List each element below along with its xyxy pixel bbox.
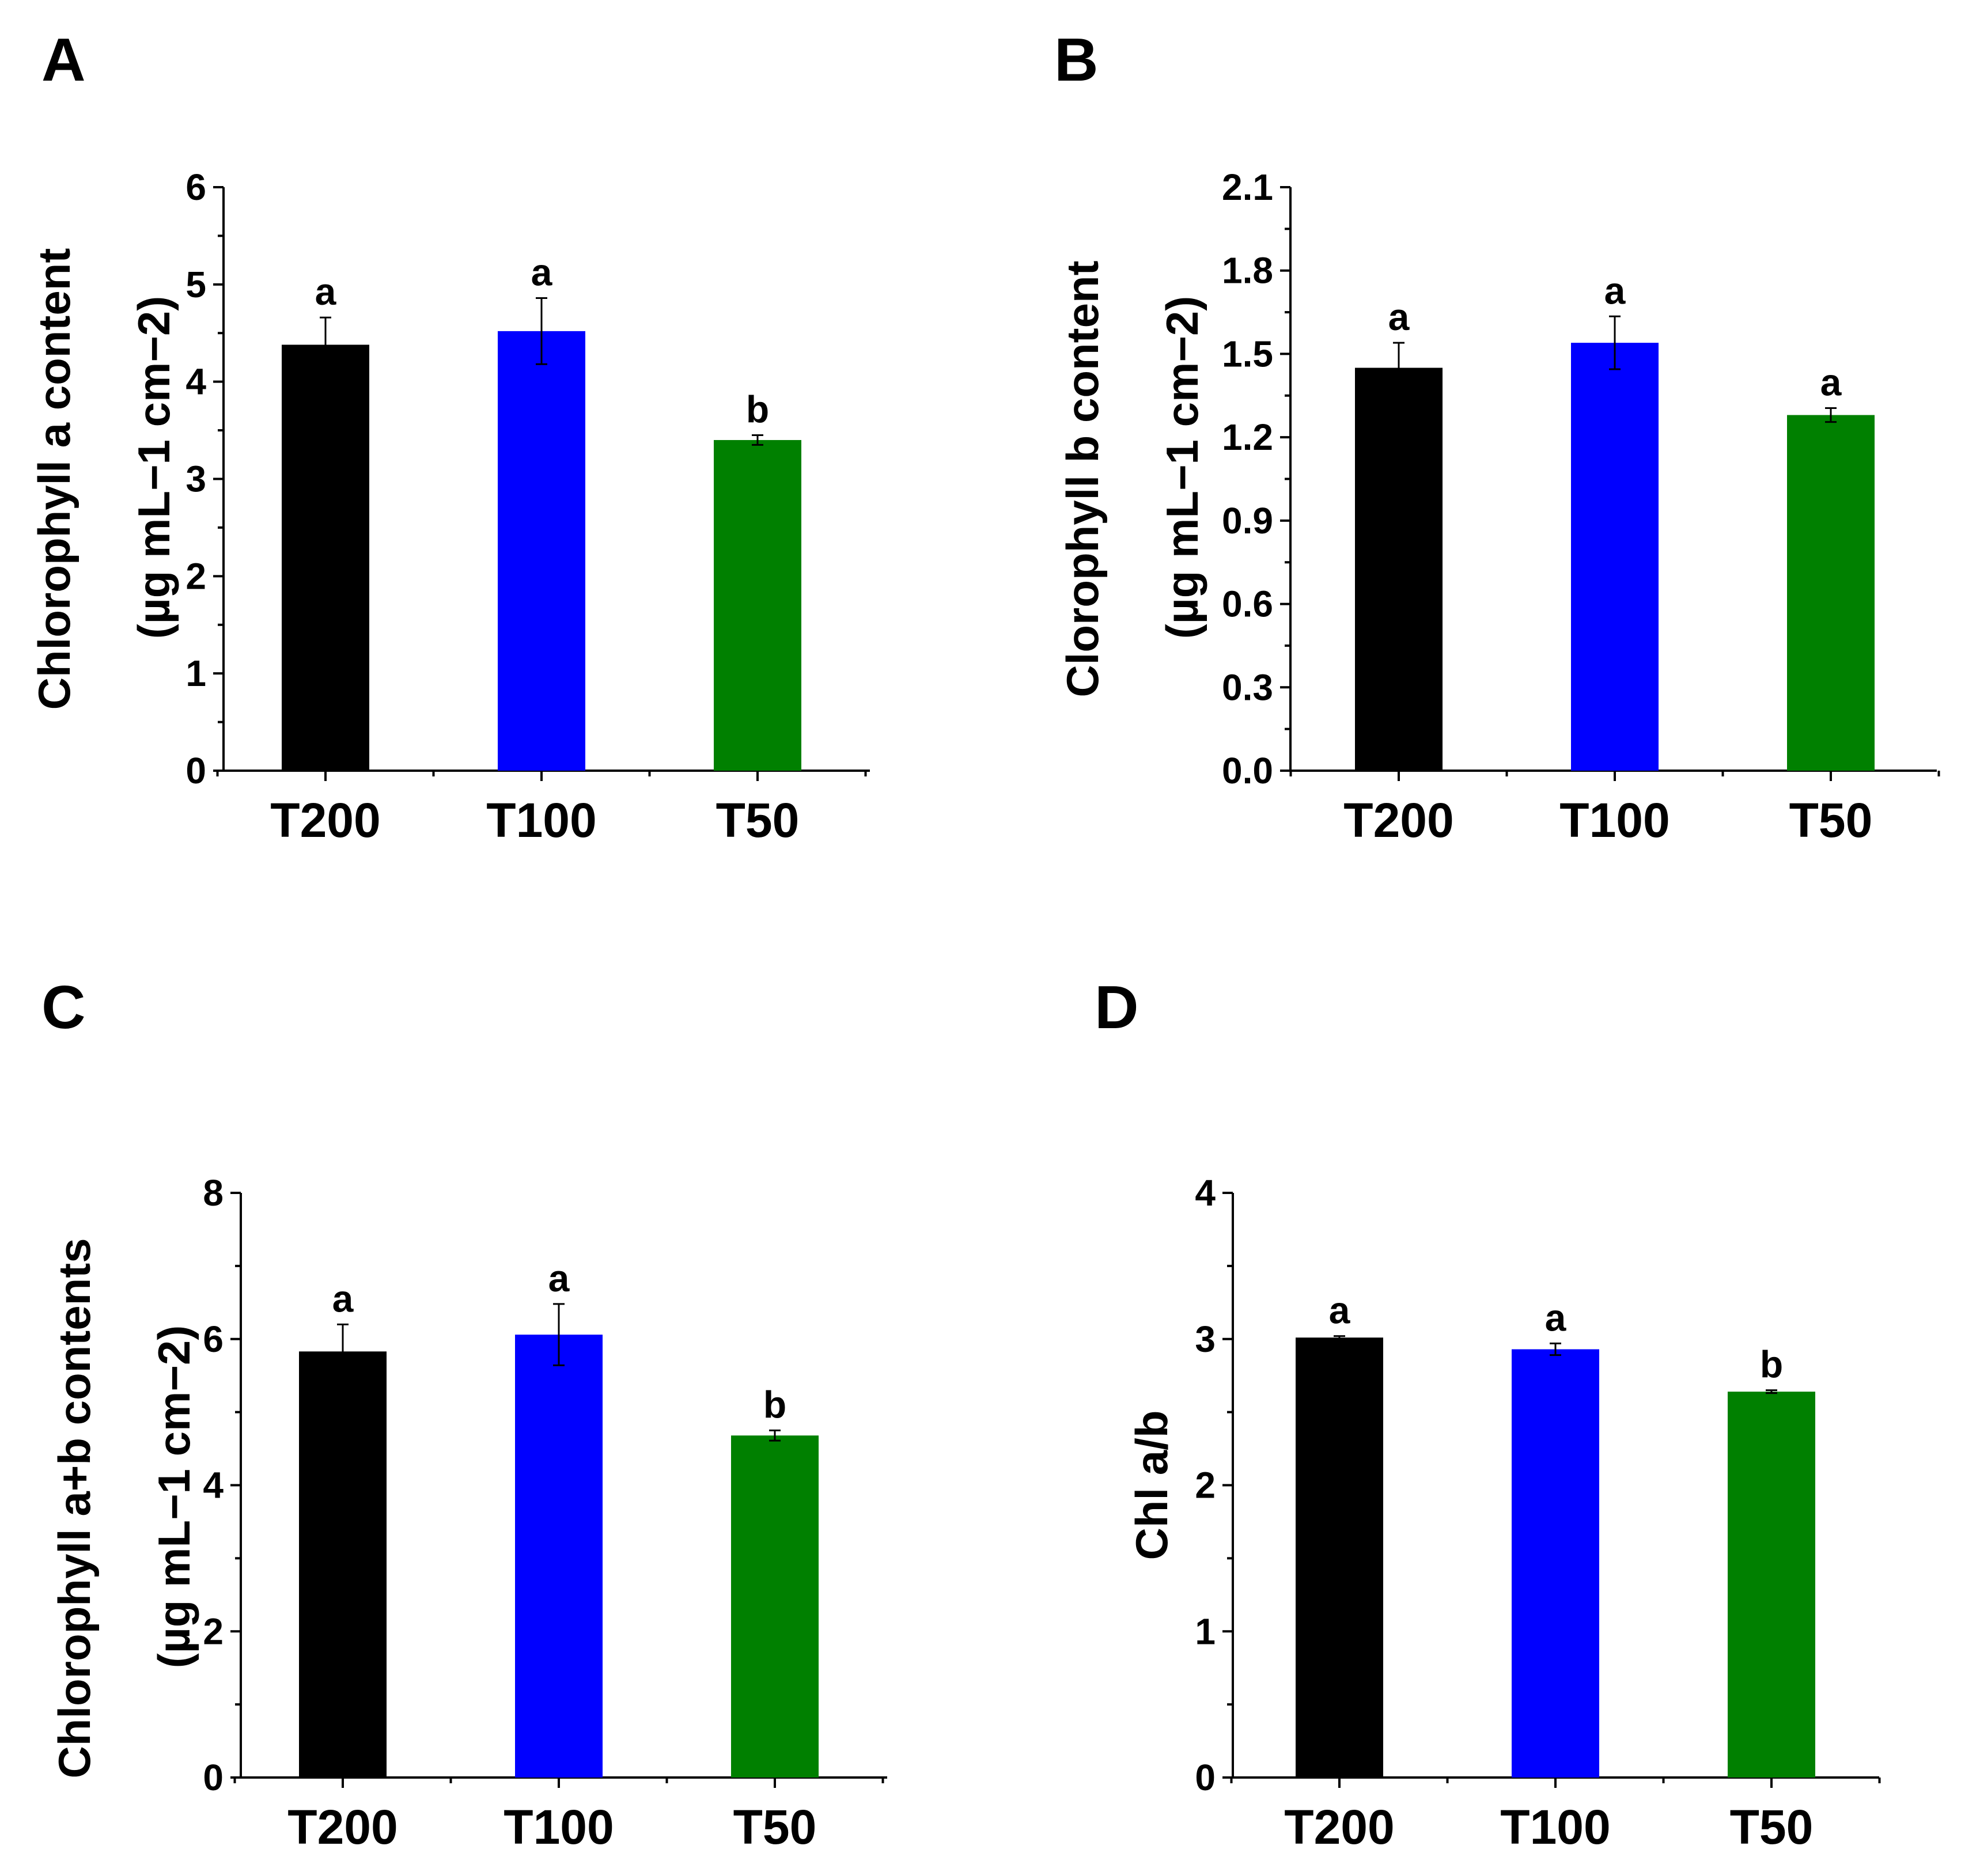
x-tick-label: T100 <box>504 1800 614 1854</box>
bar-t50 <box>731 1435 819 1778</box>
panel-letter: C <box>41 973 86 1041</box>
significance-letter: a <box>1604 269 1626 312</box>
x-tick-label: T200 <box>270 793 380 847</box>
significance-letter: a <box>315 270 337 313</box>
y-axis-unit: (µg mL−1 cm−2) <box>128 296 179 639</box>
y-tick-label: 1 <box>1195 1610 1216 1652</box>
y-axis-unit: (µg mL−1 cm−2) <box>1157 296 1207 639</box>
panel-b: B 0.0 0.3 0.6 0.9 1.2 1.5 1.8 2.1 a T200 a T100 a T50 C… <box>1054 26 1940 847</box>
x-tick-label: T200 <box>287 1800 398 1854</box>
bar-t200 <box>282 344 369 771</box>
significance-letter: b <box>763 1383 786 1426</box>
panel-a: A 0 1 2 3 4 5 6 a T200 a T100 b T50 Chlorophyll a cont… <box>29 26 870 847</box>
significance-letter: a <box>1820 361 1842 403</box>
y-tick-label: 4 <box>203 1465 224 1506</box>
y-tick-label: 1 <box>186 653 206 694</box>
x-tick-label: T200 <box>1284 1800 1394 1854</box>
significance-letter: a <box>548 1257 570 1299</box>
bar-t200 <box>1296 1337 1383 1778</box>
panel-c: C 0 2 4 6 8 a T200 a T100 b T50 Chlorophyll a+b cont… <box>41 973 887 1854</box>
y-tick-label: 6 <box>203 1318 224 1360</box>
y-tick-label: 2 <box>203 1610 224 1652</box>
bar-t100 <box>515 1335 603 1778</box>
y-tick-label: 0.0 <box>1222 750 1273 791</box>
x-tick-label: T100 <box>1500 1800 1610 1854</box>
bar-t100 <box>1571 343 1659 771</box>
y-tick-label: 1.8 <box>1222 250 1273 291</box>
panel-letter: A <box>41 26 86 94</box>
y-axis-title: Chlorophyll a+b contents <box>49 1238 100 1778</box>
bar-t200 <box>299 1351 387 1778</box>
bar-t100 <box>1512 1349 1599 1778</box>
y-tick-label: 0.3 <box>1222 666 1273 708</box>
significance-letter: b <box>746 388 769 431</box>
y-axis-title: Clorophyll b content <box>1057 260 1108 697</box>
bar-t50 <box>1728 1392 1815 1778</box>
y-tick-label: 4 <box>1195 1172 1216 1214</box>
x-tick-label: T50 <box>733 1800 817 1854</box>
x-tick-label: T50 <box>1730 1800 1814 1854</box>
y-tick-label: 2 <box>186 555 206 597</box>
y-tick-label: 1.5 <box>1222 333 1273 374</box>
y-axis-unit: (µg mL−1 cm−2) <box>149 1325 199 1668</box>
panel-d: D 0 1 2 3 4 a T200 a T100 b T50 Chl a/b <box>1095 973 1881 1854</box>
y-tick-label: 0 <box>203 1757 224 1798</box>
y-tick-label: 0 <box>186 750 206 791</box>
y-axis-title: Chl a/b <box>1126 1410 1177 1560</box>
bar-t100 <box>498 331 585 771</box>
x-tick-label: T50 <box>1789 793 1873 847</box>
y-tick-label: 0.9 <box>1222 500 1273 541</box>
y-tick-label: 2 <box>1195 1465 1216 1506</box>
significance-letter: a <box>531 251 553 293</box>
x-tick-label: T100 <box>1559 793 1670 847</box>
x-tick-label: T100 <box>486 793 596 847</box>
x-tick-label: T200 <box>1343 793 1453 847</box>
significance-letter: a <box>1329 1289 1351 1332</box>
y-tick-label: 0.6 <box>1222 583 1273 625</box>
y-tick-label: 0 <box>1195 1757 1216 1798</box>
significance-letter: a <box>332 1277 354 1320</box>
y-tick-label: 4 <box>186 361 206 403</box>
bar-t50 <box>1787 415 1875 771</box>
y-tick-label: 1.2 <box>1222 416 1273 458</box>
y-tick-label: 6 <box>186 166 206 208</box>
panel-letter: D <box>1095 973 1139 1041</box>
bar-t50 <box>714 439 801 771</box>
y-tick-label: 5 <box>186 264 206 305</box>
x-tick-label: T50 <box>716 793 800 847</box>
y-tick-label: 3 <box>1195 1318 1216 1360</box>
significance-letter: b <box>1760 1343 1783 1386</box>
significance-letter: a <box>1545 1296 1567 1339</box>
y-tick-label: 2.1 <box>1222 166 1273 208</box>
y-tick-label: 8 <box>203 1172 224 1214</box>
y-axis-title: Chlorophyll a content <box>29 248 80 710</box>
panel-letter: B <box>1054 26 1099 94</box>
significance-letter: a <box>1388 295 1410 338</box>
y-tick-label: 3 <box>186 458 206 500</box>
bar-t200 <box>1355 367 1443 771</box>
